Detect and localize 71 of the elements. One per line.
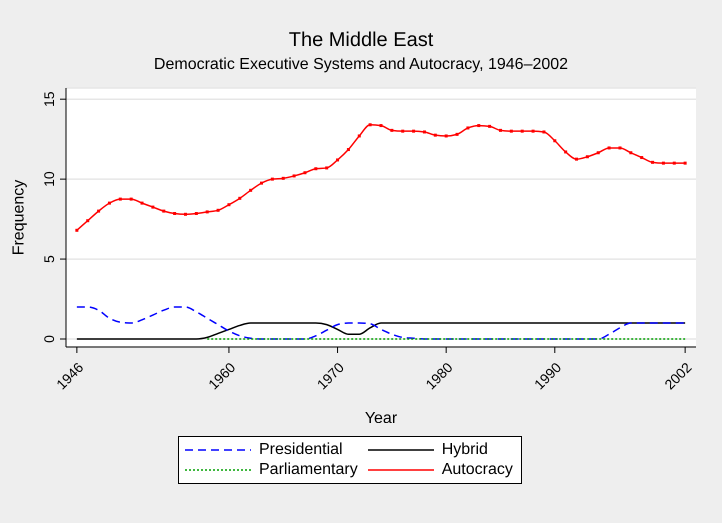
point [314, 167, 318, 170]
line-series [76, 306, 686, 340]
point [477, 124, 480, 128]
point [97, 210, 100, 213]
point [206, 210, 209, 214]
point [542, 130, 546, 134]
point [75, 228, 78, 232]
point [488, 124, 492, 128]
point [466, 126, 470, 130]
point [336, 158, 340, 162]
point [108, 202, 111, 205]
chart-title: The Middle East [288, 29, 434, 52]
point [412, 130, 416, 133]
point [434, 134, 437, 137]
point [270, 178, 274, 181]
point [162, 210, 166, 213]
point [238, 196, 242, 200]
point [684, 162, 687, 165]
legend-label: Autocracy [442, 461, 513, 479]
point [618, 146, 622, 150]
point [216, 208, 220, 212]
point [151, 206, 154, 209]
point [608, 146, 611, 150]
point [358, 134, 361, 138]
point [86, 219, 90, 222]
point [456, 132, 459, 136]
point [282, 176, 285, 180]
legend-label: Parliamentary [259, 461, 358, 479]
point [118, 198, 122, 201]
point [498, 128, 502, 132]
point [564, 150, 568, 154]
legend-label: Presidential [259, 441, 343, 459]
point [292, 174, 296, 178]
y-tick-label: 15 [41, 91, 57, 107]
point [401, 130, 404, 133]
point [184, 212, 187, 216]
y-tick-label: 0 [41, 334, 57, 343]
point [130, 198, 133, 201]
line-series [76, 322, 686, 340]
point [303, 171, 306, 174]
point [586, 155, 589, 158]
point [227, 203, 230, 206]
point [346, 148, 350, 152]
point [368, 123, 372, 126]
y-tick-label: 5 [41, 254, 57, 263]
point [140, 202, 144, 205]
y-tick-label: 10 [41, 171, 57, 187]
point [260, 182, 264, 185]
point [672, 162, 676, 165]
point [596, 151, 600, 154]
point [422, 130, 426, 134]
point [380, 124, 382, 128]
point [325, 166, 328, 170]
point [249, 188, 252, 192]
y-axis-title: Frequency [10, 180, 28, 256]
point [662, 162, 665, 165]
point [510, 130, 513, 133]
point [575, 158, 578, 161]
x-axis-title: Year [364, 410, 398, 427]
legend-label: Hybrid [442, 441, 488, 459]
point [444, 134, 448, 138]
point [629, 151, 632, 154]
point [640, 156, 644, 160]
point [390, 128, 394, 132]
chart-subtitle: Democratic Executive Systems and Autocracy, 1946–2002 [152, 56, 570, 74]
point [651, 160, 654, 164]
point [194, 212, 198, 216]
point [532, 130, 535, 133]
point [173, 212, 176, 216]
point [520, 130, 524, 133]
point [553, 139, 556, 142]
